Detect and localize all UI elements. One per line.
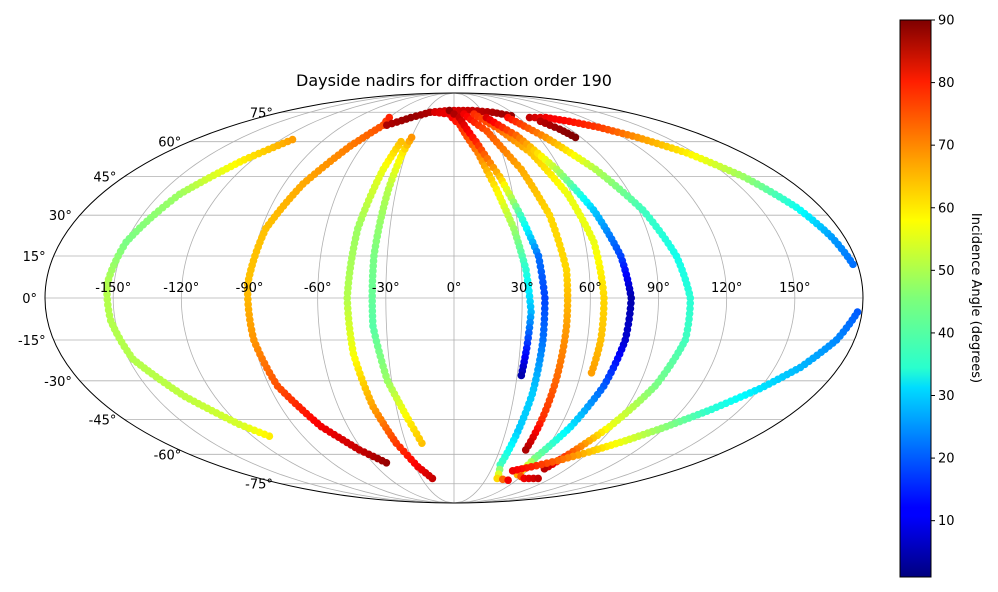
- data-point: [541, 299, 549, 308]
- data-point: [541, 294, 549, 302]
- longitude-tick-label: -30°: [372, 281, 400, 296]
- colorbar-gradient: [899, 19, 932, 578]
- data-point: [600, 294, 608, 302]
- colorbar-ticks: 10 20 30 40 50 60 70 80 90: [931, 14, 955, 529]
- latitude-tick-label: -30°: [44, 375, 72, 390]
- longitude-tick-label: -150°: [95, 281, 131, 296]
- latitude-tick-label: -60°: [154, 448, 182, 463]
- longitude-tick-label: 0°: [447, 281, 462, 296]
- meridian-line: [453, 92, 796, 504]
- data-point: [493, 474, 501, 483]
- latitude-tick-label: -45°: [89, 413, 117, 428]
- colorbar-tick-label: 60: [938, 201, 955, 216]
- colorbar-tick-label: 40: [938, 326, 955, 341]
- latitude-tick-label: 30°: [49, 209, 72, 224]
- longitude-tick-label: 90°: [647, 281, 670, 296]
- data-point: [517, 371, 526, 380]
- data-point: [849, 260, 857, 269]
- data-points: [103, 106, 862, 485]
- longitude-tick-label: 30°: [511, 281, 534, 296]
- data-point: [525, 113, 534, 122]
- colorbar-tick-label: 80: [938, 76, 955, 91]
- data-point: [397, 137, 405, 146]
- colorbar-tick-label: 90: [938, 14, 955, 29]
- latitude-tick-label: 15°: [23, 250, 46, 265]
- colorbar-tick-label: 20: [938, 452, 955, 467]
- longitude-tick-label: 120°: [711, 281, 742, 296]
- colorbar-tick-label: 70: [938, 139, 955, 154]
- map-outline: [44, 92, 864, 504]
- data-point: [103, 290, 111, 299]
- data-point: [534, 474, 542, 483]
- meridian-line: [112, 92, 455, 504]
- data-point: [587, 368, 596, 377]
- latitude-tick-label: -15°: [18, 334, 46, 349]
- colorbar-label: Incidence Angle (degrees): [968, 213, 983, 383]
- latitude-tick-label: 75°: [250, 106, 273, 121]
- latitude-tick-label: 60°: [158, 136, 181, 151]
- longitude-tick-label: -90°: [236, 281, 264, 296]
- longitude-tick-label: 150°: [779, 281, 810, 296]
- longitude-tick-labels: -150° -120° -90° -60° -30° 0° 30° 60° 90° 120° 150…: [95, 281, 810, 296]
- latitude-tick-label: 45°: [93, 171, 116, 186]
- graticule: [45, 92, 863, 504]
- colorbar-tick-label: 50: [938, 264, 955, 279]
- data-point: [385, 113, 394, 122]
- latitude-tick-label: 0°: [22, 292, 37, 307]
- data-point: [504, 476, 512, 485]
- longitude-tick-label: -60°: [304, 281, 332, 296]
- chart-title: Dayside nadirs for diffraction order 190: [296, 71, 612, 90]
- meridian-line: [453, 92, 728, 504]
- data-point: [571, 133, 580, 142]
- data-point: [450, 110, 458, 118]
- data-point: [407, 133, 416, 142]
- latitude-tick-label: -75°: [245, 478, 273, 493]
- longitude-tick-label: 60°: [579, 281, 602, 296]
- colorbar-tick-label: 10: [938, 514, 955, 529]
- data-point: [531, 113, 539, 122]
- latitude-tick-labels: 75° 60° 45° 30° 15° 0° -15° -30° -45° -60° -75°: [18, 106, 273, 492]
- data-point: [521, 446, 530, 454]
- data-point: [288, 135, 297, 144]
- data-point: [686, 294, 695, 302]
- colorbar: 10 20 30 40 50 60 70 80 90 Incidence Angle (degr…: [899, 14, 983, 578]
- data-point: [508, 467, 517, 475]
- longitude-tick-label: -120°: [163, 281, 199, 296]
- colorbar-tick-label: 30: [938, 389, 955, 404]
